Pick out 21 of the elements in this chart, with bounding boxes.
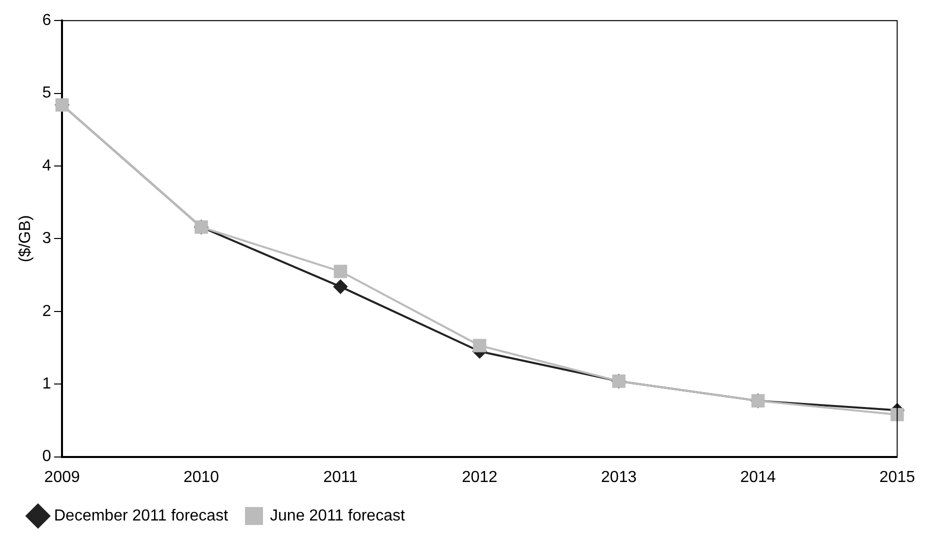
x-tick-label: 2015	[879, 468, 916, 486]
point	[890, 408, 904, 422]
y-tick-label: 4	[42, 157, 52, 174]
legend-label: December 2011 forecast	[54, 507, 229, 524]
x-tick-label: 2013	[601, 468, 637, 486]
y-tick-label: 6	[42, 12, 52, 30]
x-tick-label: 2014	[740, 468, 776, 486]
y-axis-title: ($/GB)	[17, 215, 34, 262]
x-tick-label: 2010	[183, 468, 220, 486]
x-tick-label: 2012	[462, 468, 498, 486]
legend-label: June 2011 forecast	[270, 507, 406, 524]
y-tick-label: 0	[42, 448, 52, 466]
y-tick-label: 2	[42, 302, 52, 320]
x-tick-label: 2011	[323, 468, 358, 486]
point	[333, 280, 348, 294]
y-tick-label: 1	[42, 376, 52, 393]
point	[472, 338, 486, 352]
point	[334, 264, 348, 278]
y-tick-label: 5	[42, 84, 52, 102]
y-tick-label: 3	[42, 230, 52, 248]
x-tick-label: 2009	[44, 468, 80, 486]
